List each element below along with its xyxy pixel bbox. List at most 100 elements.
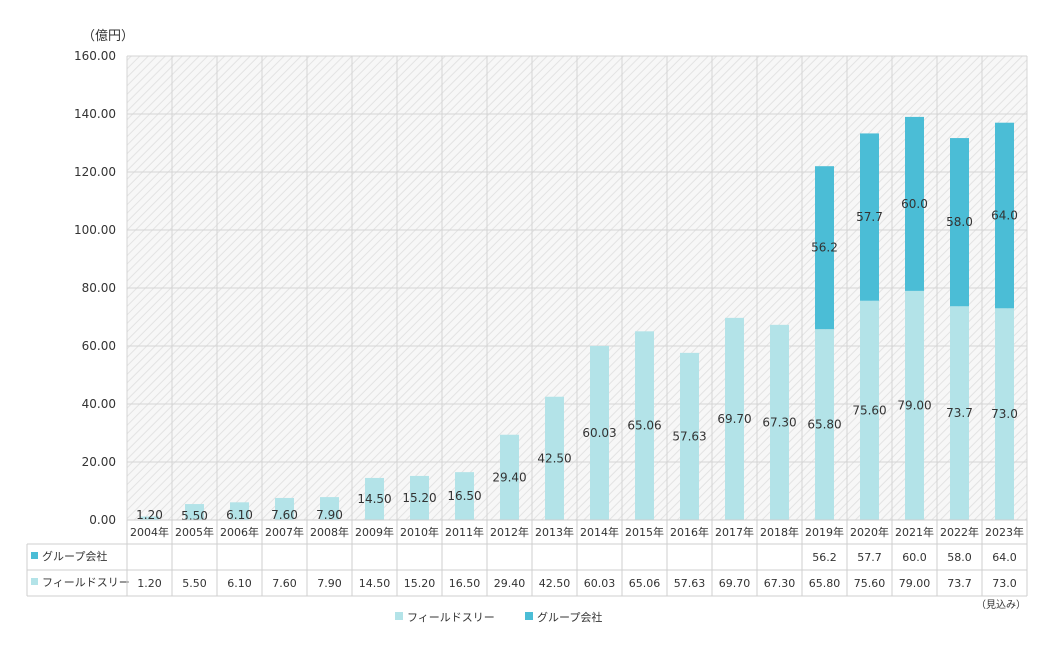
grid-lines [126, 55, 1028, 521]
y-tick-label: 100.00 [74, 223, 116, 237]
category-label: 2013年 [535, 525, 574, 539]
bar-value-label: 42.50 [537, 451, 571, 465]
category-label: 2005年 [175, 525, 214, 539]
category-label: 2019年 [805, 525, 844, 539]
bar-field-three [455, 472, 474, 520]
bar-value-label: 56.2 [811, 241, 838, 255]
category-label: 2017年 [715, 525, 754, 539]
bar-field-three [275, 497, 294, 520]
y-axis: 0.00 20.00 40.00 60.00 80.00 100.00 120.00 140.… [74, 49, 116, 527]
bar-field-three [635, 331, 654, 520]
bar-value-label: 67.30 [762, 415, 796, 429]
legend-swatch [525, 612, 533, 620]
table-cell: 16.50 [449, 577, 481, 590]
category-label: 2014年 [580, 525, 619, 539]
table-cell: 1.20 [137, 577, 162, 590]
bar-value-label: 16.50 [447, 489, 481, 503]
bar-field-three [905, 290, 924, 520]
bar-field-three [230, 502, 249, 520]
table-cell: 73.7 [947, 577, 972, 590]
data-table: 2004年 2005年 2006年 2007年 2008年 2009年 2010年 2011年… [26, 519, 1028, 597]
bar-group-company [905, 116, 924, 291]
bar-field-three [860, 300, 879, 520]
table-cell: 65.06 [629, 577, 661, 590]
legend: フィールドスリー グループ会社 [395, 610, 602, 624]
y-tick-label: 120.00 [74, 165, 116, 179]
legend-label: フィールドスリー [407, 611, 495, 624]
bar-value-label: 57.63 [672, 429, 706, 443]
table-cell: 73.0 [992, 577, 1017, 590]
bar-group-company [815, 166, 834, 330]
bar-value-label: 60.03 [582, 426, 616, 440]
bar-value-label: 73.7 [946, 406, 973, 420]
table-cell: 42.50 [539, 577, 571, 590]
bar-value-label: 69.70 [717, 412, 751, 426]
category-label: 2021年 [895, 525, 934, 539]
y-tick-label: 80.00 [82, 281, 116, 295]
table-cell: 7.60 [272, 577, 297, 590]
bar-value-label: 6.10 [226, 508, 253, 522]
bar-value-label: 58.0 [946, 215, 973, 229]
bar-group-company [860, 133, 879, 301]
bar-field-three [815, 329, 834, 520]
table-cell: 75.60 [854, 577, 886, 590]
table-row-name: フィールドスリー [42, 576, 130, 589]
category-label: 2018年 [760, 525, 799, 539]
legend-swatch [395, 612, 403, 620]
bar-field-three [365, 477, 384, 520]
category-label: 2006年 [220, 525, 259, 539]
table-cell: 7.90 [317, 577, 342, 590]
table-cell: 57.63 [674, 577, 706, 590]
bars [140, 116, 1014, 520]
bar-value-label: 75.60 [852, 403, 886, 417]
bar-field-three [140, 516, 159, 520]
bar-group-company [995, 122, 1014, 309]
table-cell: 60.0 [902, 551, 927, 564]
table-cell: 79.00 [899, 577, 931, 590]
table-cell: 58.0 [947, 551, 972, 564]
category-label: 2010年 [400, 525, 439, 539]
table-row-swatch [31, 578, 38, 585]
bar-field-three [410, 475, 429, 520]
category-label: 2012年 [490, 525, 529, 539]
category-label: 2007年 [265, 525, 304, 539]
bar-group-company [950, 138, 969, 307]
category-label: 2004年 [130, 525, 169, 539]
footnote: （見込み） [976, 599, 1026, 611]
bar-field-three [725, 317, 744, 520]
category-label: 2020年 [850, 525, 889, 539]
y-unit-label: （億円） [82, 28, 134, 44]
table-cell: 6.10 [227, 577, 252, 590]
y-tick-label: 140.00 [74, 107, 116, 121]
table-cell: 15.20 [404, 577, 436, 590]
table-cell: 5.50 [182, 577, 207, 590]
table-cell: 29.40 [494, 577, 526, 590]
category-label: 2022年 [940, 525, 979, 539]
bar-value-label: 15.20 [402, 491, 436, 505]
bar-field-three [950, 306, 969, 520]
bar-value-label: 29.40 [492, 470, 526, 484]
legend-label: グループ会社 [537, 610, 602, 624]
category-label: 2009年 [355, 525, 394, 539]
bar-value-label: 65.80 [807, 418, 841, 432]
table-cell: 57.7 [857, 551, 882, 564]
bar-value-label: 7.60 [271, 508, 298, 522]
bar-value-label: 1.20 [136, 508, 163, 522]
y-tick-label: 40.00 [82, 397, 116, 411]
bar-value-label: 57.7 [856, 210, 883, 224]
bar-value-label: 79.00 [897, 398, 931, 412]
table-cell: 65.80 [809, 577, 841, 590]
bar-field-three [995, 308, 1014, 520]
bar-field-three [770, 324, 789, 520]
category-label: 2015年 [625, 525, 664, 539]
bar-field-three [500, 434, 519, 520]
category-label: 2016年 [670, 525, 709, 539]
category-label: 2023年 [985, 525, 1024, 539]
table-row-swatch [31, 552, 38, 559]
bar-value-label: 65.06 [627, 419, 661, 433]
bar-field-three [680, 352, 699, 520]
table-cell: 67.30 [764, 577, 796, 590]
bar-value-label: 60.0 [901, 197, 928, 211]
